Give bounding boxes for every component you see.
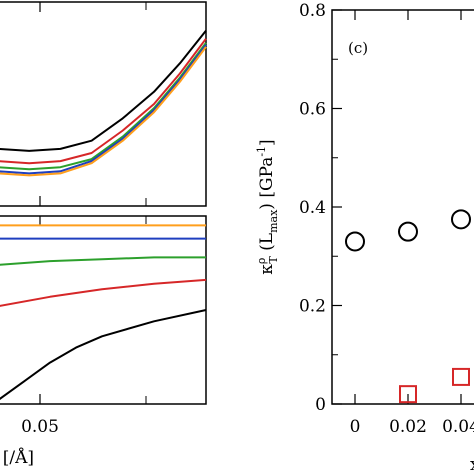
data-point-square (452, 367, 470, 386)
series-line-2 (0, 42, 207, 171)
right-ytick-label: 0.8 (299, 1, 326, 21)
right-panel: 0 0.2 0.4 0.6 0.8 0 0.02 0.04 (c) κρT (Lmax) [G… (255, 1, 474, 474)
left-top-frame (0, 1, 207, 207)
series-line-0 (0, 29, 207, 152)
right-xtick-label: 0.04 (442, 417, 474, 437)
right-xtick-label: 0 (350, 417, 361, 437)
right-xlabel-fragment: x (470, 455, 474, 474)
right-ytick-label: 0.2 (299, 297, 326, 317)
data-point-circle (451, 209, 471, 230)
data-point-square (399, 385, 417, 404)
right-ytick-label: 0.6 (299, 100, 326, 120)
data-point-circle (345, 231, 365, 252)
series-line-4 (0, 309, 207, 400)
series-line-3 (0, 44, 207, 175)
left-bottom-xlabel: L [/Å] (0, 447, 34, 468)
data-point-circle (398, 221, 418, 242)
series-line-3 (0, 278, 207, 307)
left-bottom-panel: 0.05 L [/Å] (0, 215, 207, 468)
panel-label: (c) (348, 39, 368, 57)
right-ytick-label: 0 (315, 395, 326, 415)
series-line-2 (0, 256, 206, 266)
series-line-4 (0, 46, 207, 177)
series-line-1 (0, 38, 207, 165)
left-bottom-xtick-label: 0.05 (21, 417, 59, 437)
right-xtick-label: 0.02 (389, 417, 427, 437)
left-top-panel (0, 1, 207, 207)
right-frame (331, 9, 474, 405)
svg-text:κρT (Lmax) [GPa-1]: κρT (Lmax) [GPa-1] (255, 139, 280, 274)
right-ytick-label: 0.4 (299, 198, 326, 218)
right-ylabel: κρT (Lmax) [GPa-1] (255, 139, 280, 274)
